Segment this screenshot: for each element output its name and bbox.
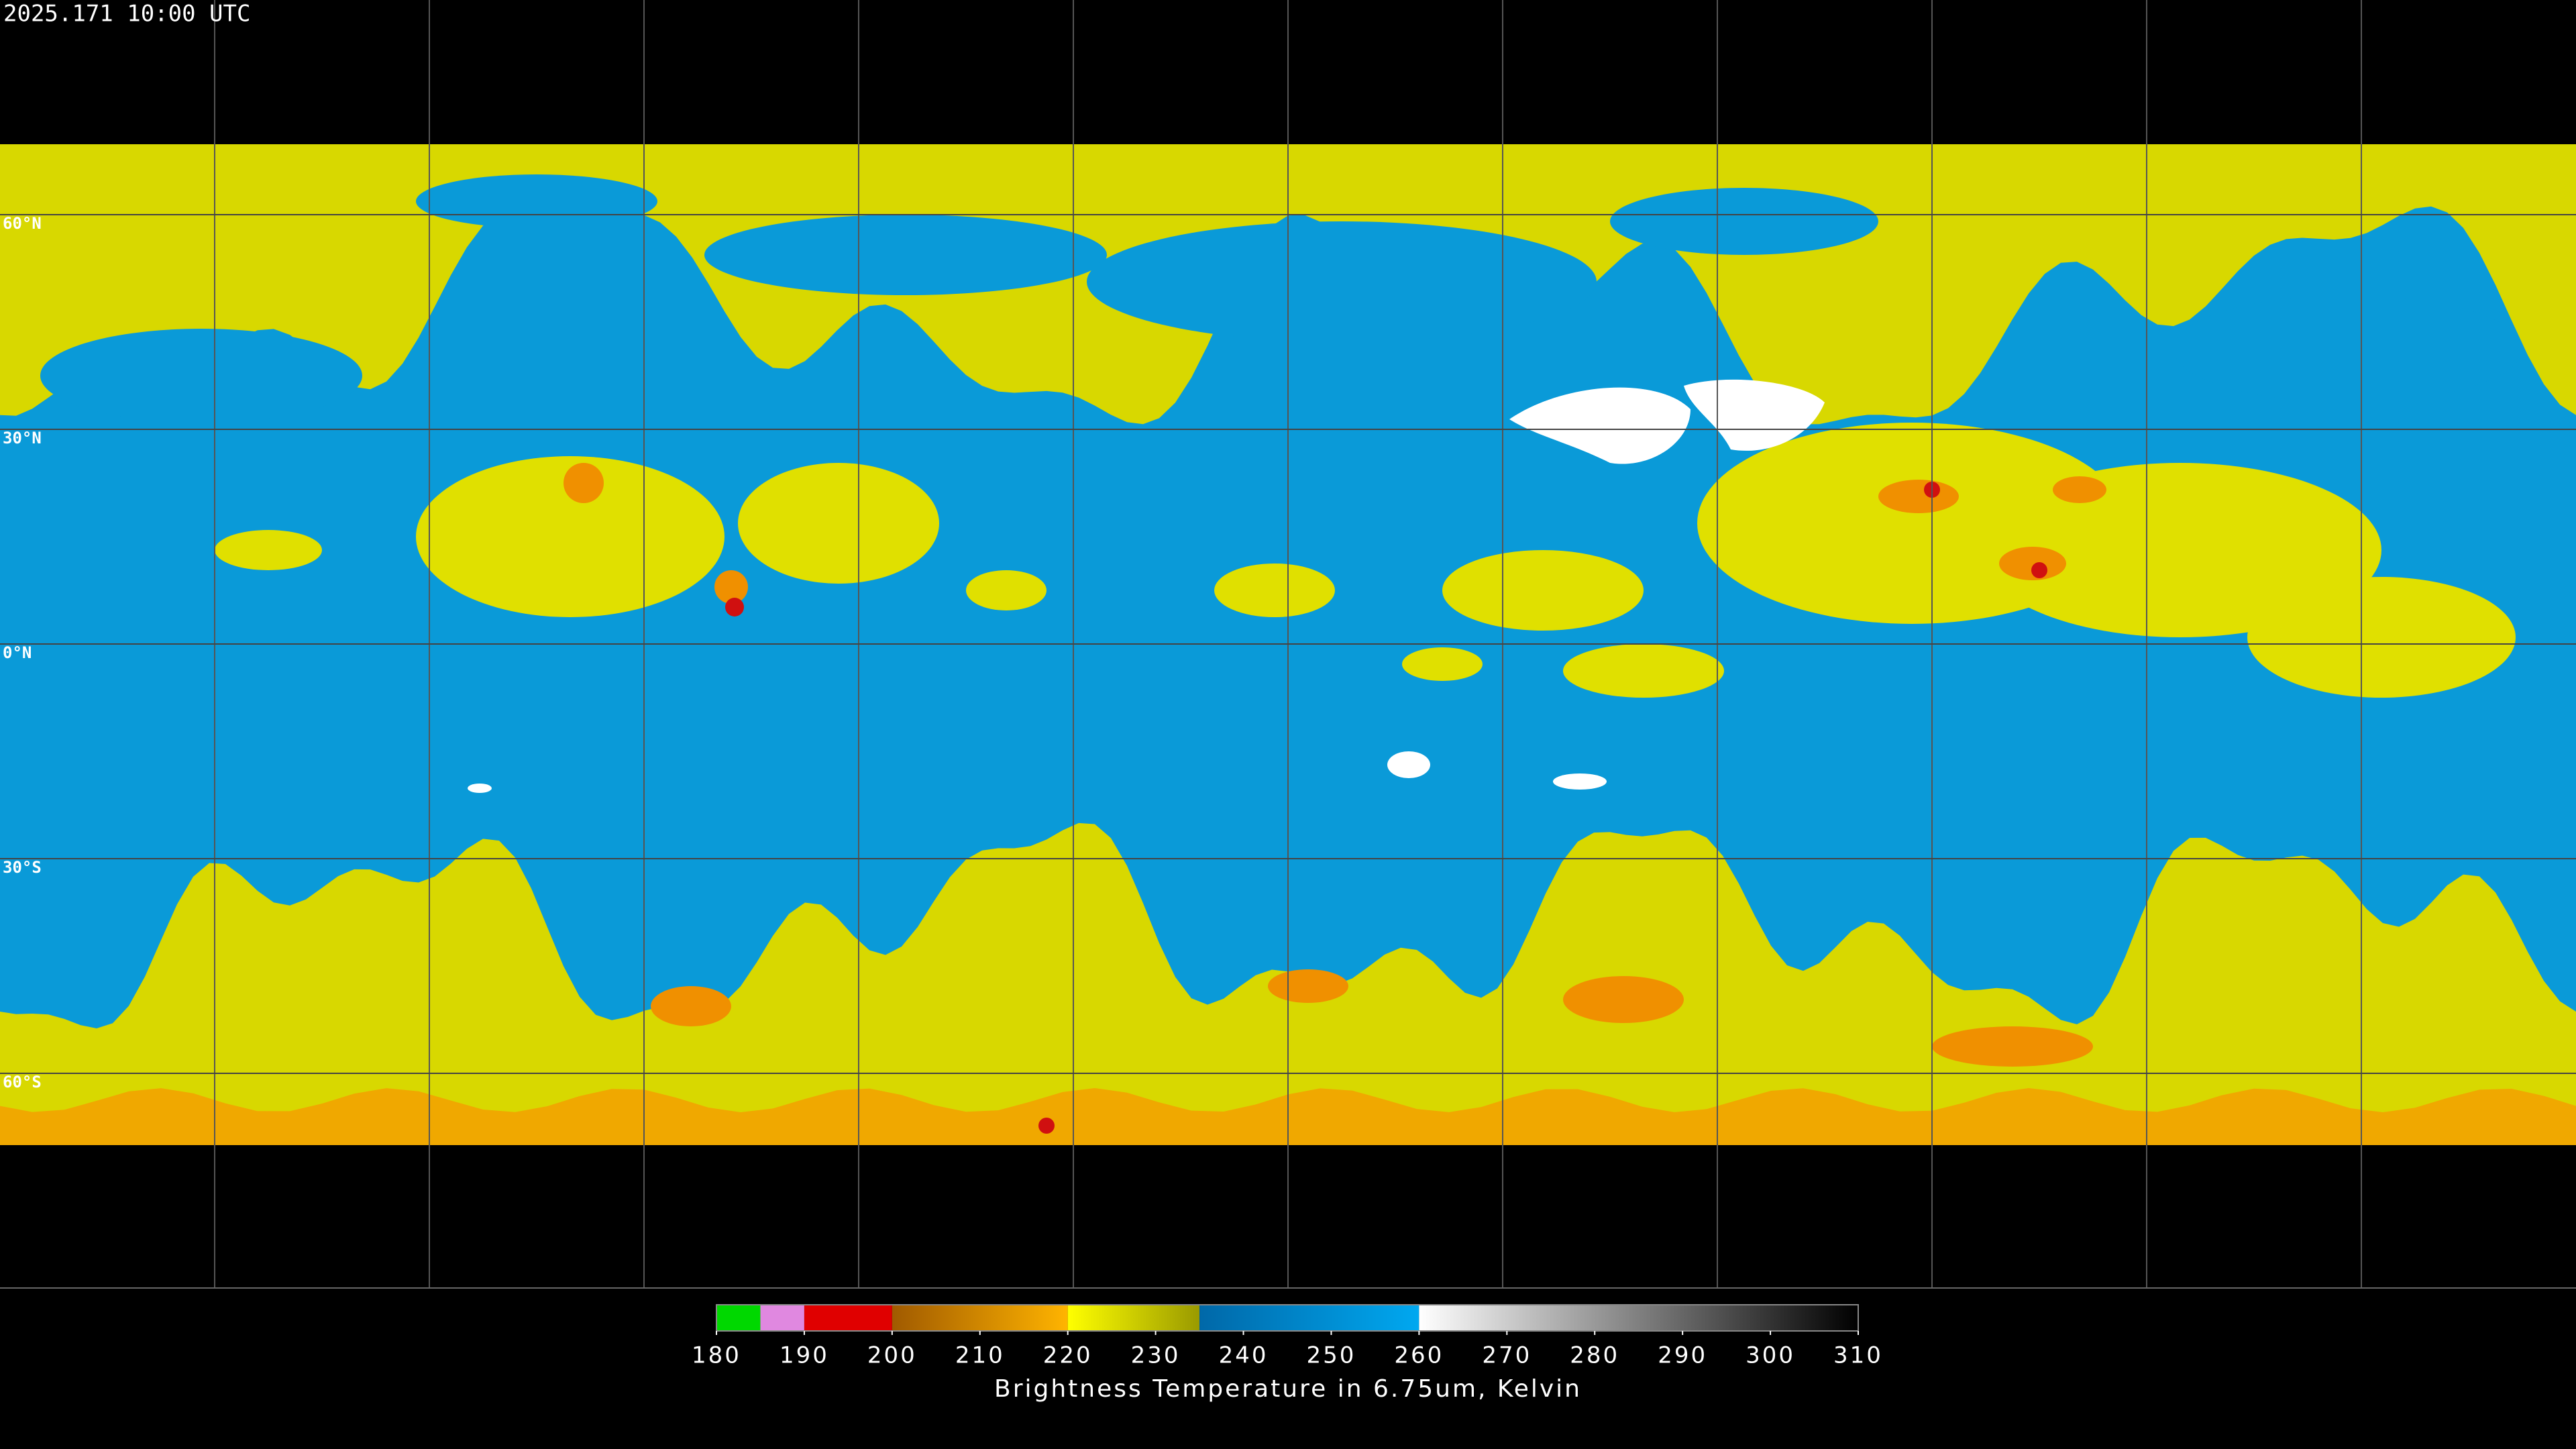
deep-convection — [1038, 1118, 1055, 1134]
latitude-label: 30°S — [3, 858, 42, 877]
cold-cloud-top — [651, 986, 731, 1026]
colorbar-segment — [804, 1305, 892, 1331]
dry-intrusion — [1087, 221, 1597, 342]
very-dry-patch — [1553, 773, 1607, 790]
cold-cloud-top — [1999, 547, 2066, 580]
colorbar: 180 190 200 210 220 230 240 250 260 270 280 290 300 3… — [692, 1304, 1883, 1369]
colorbar-segment — [1199, 1305, 1419, 1331]
cold-cloud-top — [1268, 969, 1348, 1003]
dry-intrusion — [40, 329, 362, 423]
colorbar-tick-label: 190 — [780, 1342, 829, 1369]
colorbar-tick-label: 210 — [955, 1342, 1005, 1369]
graticule — [0, 0, 2576, 1289]
latitude-label: 60°S — [3, 1073, 42, 1091]
colorbar-tick-label: 290 — [1658, 1342, 1707, 1369]
cold-cloud-top — [1878, 480, 1959, 513]
convective-cloud — [1402, 647, 1483, 681]
colorbar-tick-label: 250 — [1307, 1342, 1356, 1369]
convective-cloud — [2247, 577, 2516, 698]
colorbar-tick-label: 280 — [1570, 1342, 1619, 1369]
colorbar-tick-label: 260 — [1394, 1342, 1444, 1369]
latitude-label: 0°N — [3, 643, 32, 662]
convective-cloud — [738, 463, 939, 584]
colorbar-tick-label: 240 — [1219, 1342, 1269, 1369]
convective-cloud — [1563, 644, 1724, 698]
convective-cloud — [1442, 550, 1644, 631]
colorbar-segment — [760, 1305, 804, 1331]
colorbar-segment — [1067, 1305, 1200, 1331]
colorbar-tick-label: 270 — [1482, 1342, 1532, 1369]
cold-cloud-top — [1932, 1026, 2093, 1067]
cold-cloud-top — [714, 570, 748, 604]
very-dry-patch — [1684, 379, 1825, 451]
colorbar-segment — [1419, 1305, 1858, 1331]
deep-convection — [725, 598, 744, 616]
colorbar-segment — [716, 1305, 761, 1331]
very-dry-patch — [468, 784, 492, 793]
colorbar-segment — [892, 1305, 1068, 1331]
convective-cloud — [215, 530, 322, 570]
convective-cloud — [1979, 463, 2381, 637]
colorbar-frame — [716, 1304, 1859, 1332]
cold-cloud-top — [564, 463, 604, 503]
colorbar-tick-label: 310 — [1833, 1342, 1883, 1369]
timestamp: 2025.171 10:00 UTC — [3, 1, 250, 28]
labels: 60°N 30°N 0°N 30°S 60°S — [3, 214, 42, 1091]
convective-cloud — [416, 456, 724, 617]
colorbar-tick-label: 230 — [1131, 1342, 1181, 1369]
very-dry-patch — [1509, 387, 1690, 464]
dry-intrusion — [704, 215, 1107, 295]
dry-intrusion — [416, 174, 657, 228]
cold-cloud-top — [1563, 976, 1684, 1023]
colorbar-tick-label: 180 — [692, 1342, 741, 1369]
convective-cloud — [1214, 564, 1335, 617]
colorbar-tick-label: 200 — [867, 1342, 917, 1369]
latitude-label: 30°N — [3, 429, 42, 447]
dry-intrusion — [2174, 295, 2522, 402]
colorbar-tick-label: 300 — [1746, 1342, 1795, 1369]
very-dry-patch — [1387, 751, 1430, 778]
latitude-label: 60°N — [3, 214, 42, 233]
convective-cloud — [966, 570, 1046, 610]
colorbar-tick-label: 220 — [1043, 1342, 1093, 1369]
cold-cloud-top — [2053, 476, 2106, 503]
colorbar-title: Brightness Temperature in 6.75um, Kelvin — [994, 1375, 1582, 1403]
deep-convection — [2031, 562, 2047, 578]
dry-intrusion — [1610, 188, 1878, 255]
